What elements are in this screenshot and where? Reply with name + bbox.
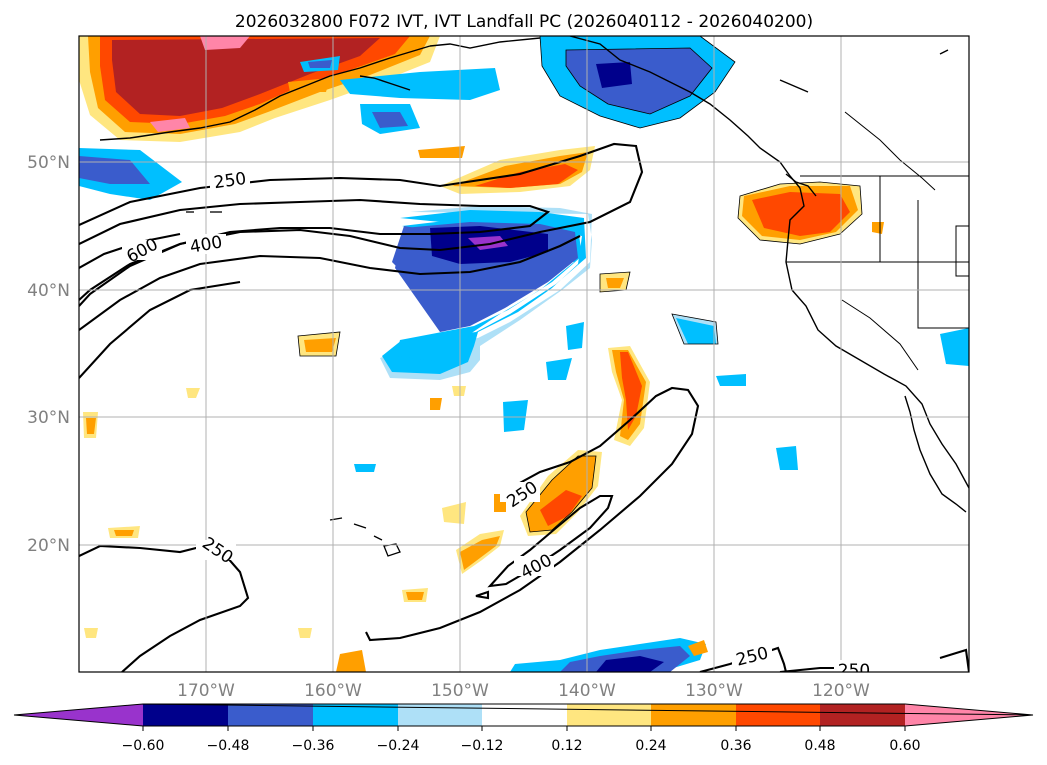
contour-250-southwest <box>79 544 250 672</box>
colorbar-tick: 0.36 <box>720 738 751 754</box>
lat-label-50n: 50°N <box>27 153 70 173</box>
pc-shading <box>79 36 969 672</box>
latitude-labels: 50°N 40°N 30°N 20°N <box>27 153 70 556</box>
coastlines <box>99 36 969 513</box>
colorbar-tick: 0.12 <box>551 738 582 754</box>
colorbar-swatch <box>736 704 820 726</box>
colorbar-swatch <box>228 704 313 726</box>
political-borders <box>786 111 969 371</box>
colorbar-tick: −0.24 <box>377 738 420 754</box>
colorbar-swatch <box>651 704 736 726</box>
map-area: 250 400 600 250 250 400 250 250 <box>79 36 969 681</box>
contour-edge-south <box>79 280 241 379</box>
colorbar-tick: 0.60 <box>889 738 920 754</box>
colorbar-extend-low <box>14 704 143 726</box>
lon-label-140w: 140°W <box>558 681 616 701</box>
colorbar-swatch <box>567 704 651 726</box>
colorbar-swatch <box>820 704 905 726</box>
lon-label-130w: 130°W <box>685 681 743 701</box>
lon-label-150w: 150°W <box>431 681 489 701</box>
lon-label-160w: 160°W <box>304 681 362 701</box>
contour-label: 250 <box>213 169 248 193</box>
lon-label-170w: 170°W <box>177 681 235 701</box>
colorbar-tick: −0.60 <box>122 738 165 754</box>
colorbar-tick: −0.36 <box>292 738 335 754</box>
lat-label-20n: 20°N <box>27 536 70 556</box>
colorbar-tick: 0.48 <box>804 738 835 754</box>
contour-250-subtropical <box>365 386 700 642</box>
longitude-labels: 170°W 160°W 150°W 140°W 130°W 120°W <box>177 681 870 701</box>
lon-label-120w: 120°W <box>812 681 870 701</box>
map-title: 2026032800 F072 IVT, IVT Landfall PC (20… <box>235 12 813 32</box>
lat-label-30n: 30°N <box>27 408 70 428</box>
map-frame <box>78 35 970 673</box>
colorbar-swatch <box>143 704 228 726</box>
contour-label: 250 <box>838 661 870 681</box>
colorbar-swatch <box>482 704 567 726</box>
colorbar-swatch <box>313 704 398 726</box>
colorbar: −0.60 −0.48 −0.36 −0.24 −0.12 0.12 0.24 … <box>13 703 1034 754</box>
colorbar-extend-high <box>905 704 1033 726</box>
thin-pc-outlines <box>297 36 863 533</box>
gridlines <box>79 36 969 672</box>
colorbar-tick: −0.48 <box>207 738 250 754</box>
colorbar-tick: 0.24 <box>635 738 666 754</box>
lat-label-40n: 40°N <box>27 281 70 301</box>
colorbar-swatch <box>398 704 482 726</box>
contour-outer-south <box>79 235 581 331</box>
colorbar-tick: −0.12 <box>461 738 504 754</box>
